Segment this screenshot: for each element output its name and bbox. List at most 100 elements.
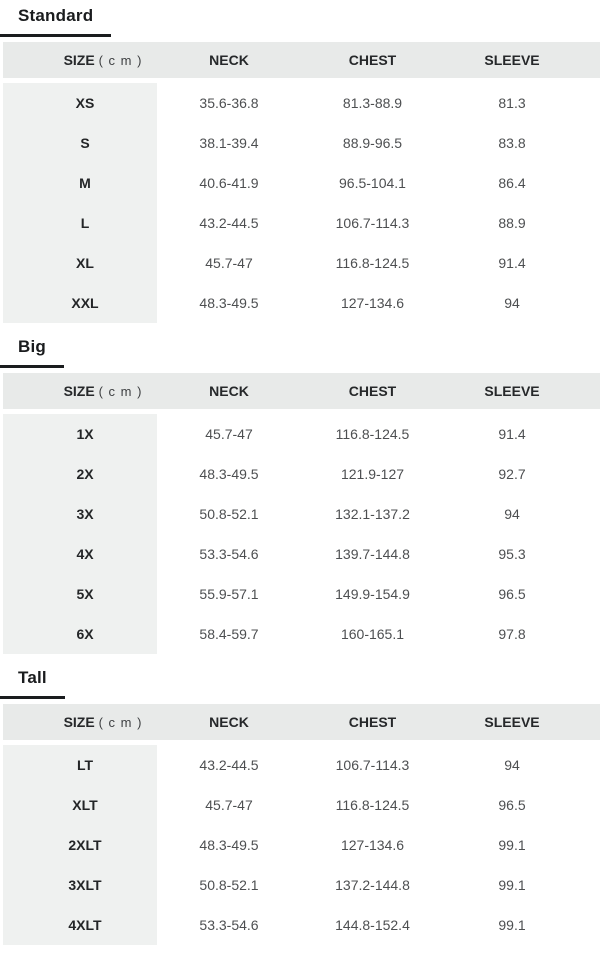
sleeve-cell: 86.4 [452,163,600,203]
table-row: 5X 55.9-57.1 149.9-154.9 96.5 [3,574,600,614]
neck-cell: 45.7-47 [157,243,305,283]
chest-cell: 139.7-144.8 [305,534,452,574]
chest-cell: 116.8-124.5 [305,414,452,454]
chest-cell: 160-165.1 [305,614,452,654]
section-title-big: Big [0,337,64,368]
sleeve-cell: 88.9 [452,203,600,243]
chest-cell: 116.8-124.5 [305,243,452,283]
size-cell: 2X [3,454,157,494]
table-row: S 38.1-39.4 88.9-96.5 83.8 [3,123,600,163]
size-unit-label: ( c m ) [98,715,143,730]
neck-cell: 53.3-54.6 [157,905,305,945]
size-section-big: Big SIZE ( c m ) NECK CHEST SLEEVE 1X 45… [0,337,600,654]
size-section-standard: Standard SIZE ( c m ) NECK CHEST SLEEVE … [0,6,600,323]
size-cell: L [3,203,157,243]
sleeve-cell: 92.7 [452,454,600,494]
column-header-neck: NECK [157,704,305,745]
size-cell: M [3,163,157,203]
table-header-row: SIZE ( c m ) NECK CHEST SLEEVE [3,373,600,414]
size-table-big: SIZE ( c m ) NECK CHEST SLEEVE 1X 45.7-4… [3,373,600,654]
table-row: 6X 58.4-59.7 160-165.1 97.8 [3,614,600,654]
chest-cell: 116.8-124.5 [305,785,452,825]
sleeve-cell: 91.4 [452,414,600,454]
neck-cell: 55.9-57.1 [157,574,305,614]
size-cell: 6X [3,614,157,654]
chest-cell: 132.1-137.2 [305,494,452,534]
section-title-tall: Tall [0,668,65,699]
table-row: XS 35.6-36.8 81.3-88.9 81.3 [3,83,600,123]
chest-cell: 106.7-114.3 [305,745,452,785]
column-header-chest: CHEST [305,373,452,414]
table-row: XL 45.7-47 116.8-124.5 91.4 [3,243,600,283]
column-header-sleeve: SLEEVE [452,373,600,414]
size-unit-label: ( c m ) [98,384,143,399]
sleeve-cell: 96.5 [452,785,600,825]
sleeve-cell: 94 [452,745,600,785]
neck-cell: 38.1-39.4 [157,123,305,163]
chest-cell: 127-134.6 [305,283,452,323]
sleeve-cell: 96.5 [452,574,600,614]
size-cell: XL [3,243,157,283]
table-row: M 40.6-41.9 96.5-104.1 86.4 [3,163,600,203]
size-section-tall: Tall SIZE ( c m ) NECK CHEST SLEEVE LT 4… [0,668,600,945]
neck-cell: 50.8-52.1 [157,494,305,534]
chest-cell: 144.8-152.4 [305,905,452,945]
neck-cell: 50.8-52.1 [157,865,305,905]
section-title-standard: Standard [0,6,112,37]
neck-cell: 40.6-41.9 [157,163,305,203]
size-table-tall: SIZE ( c m ) NECK CHEST SLEEVE LT 43.2-4… [3,704,600,945]
table-header-row: SIZE ( c m ) NECK CHEST SLEEVE [3,42,600,83]
size-label: SIZE [63,714,95,730]
table-row: 3XLT 50.8-52.1 137.2-144.8 99.1 [3,865,600,905]
table-row: 2XLT 48.3-49.5 127-134.6 99.1 [3,825,600,865]
sleeve-cell: 95.3 [452,534,600,574]
size-cell: 5X [3,574,157,614]
column-header-neck: NECK [157,42,305,83]
size-label: SIZE [63,52,95,68]
column-header-sleeve: SLEEVE [452,704,600,745]
column-header-chest: CHEST [305,42,452,83]
size-cell: S [3,123,157,163]
table-header-row: SIZE ( c m ) NECK CHEST SLEEVE [3,704,600,745]
size-cell: 3X [3,494,157,534]
neck-cell: 58.4-59.7 [157,614,305,654]
neck-cell: 48.3-49.5 [157,454,305,494]
neck-cell: 48.3-49.5 [157,283,305,323]
column-header-size: SIZE ( c m ) [3,704,157,745]
size-table-standard: SIZE ( c m ) NECK CHEST SLEEVE XS 35.6-3… [3,42,600,323]
column-header-chest: CHEST [305,704,452,745]
size-unit-label: ( c m ) [98,53,143,68]
size-label: SIZE [63,383,95,399]
neck-cell: 53.3-54.6 [157,534,305,574]
table-row: 4X 53.3-54.6 139.7-144.8 95.3 [3,534,600,574]
table-row: XXL 48.3-49.5 127-134.6 94 [3,283,600,323]
size-chart-page: Standard SIZE ( c m ) NECK CHEST SLEEVE … [0,6,600,945]
size-cell: LT [3,745,157,785]
neck-cell: 48.3-49.5 [157,825,305,865]
chest-cell: 121.9-127 [305,454,452,494]
neck-cell: 43.2-44.5 [157,203,305,243]
sleeve-cell: 99.1 [452,905,600,945]
column-header-sleeve: SLEEVE [452,42,600,83]
neck-cell: 45.7-47 [157,785,305,825]
column-header-size: SIZE ( c m ) [3,373,157,414]
sleeve-cell: 83.8 [452,123,600,163]
sleeve-cell: 91.4 [452,243,600,283]
chest-cell: 137.2-144.8 [305,865,452,905]
table-row: 2X 48.3-49.5 121.9-127 92.7 [3,454,600,494]
sleeve-cell: 99.1 [452,865,600,905]
neck-cell: 45.7-47 [157,414,305,454]
neck-cell: 43.2-44.5 [157,745,305,785]
column-header-neck: NECK [157,373,305,414]
table-row: 3X 50.8-52.1 132.1-137.2 94 [3,494,600,534]
chest-cell: 149.9-154.9 [305,574,452,614]
size-cell: 1X [3,414,157,454]
sleeve-cell: 99.1 [452,825,600,865]
chest-cell: 88.9-96.5 [305,123,452,163]
size-cell: 4X [3,534,157,574]
chest-cell: 127-134.6 [305,825,452,865]
table-row: 1X 45.7-47 116.8-124.5 91.4 [3,414,600,454]
chest-cell: 81.3-88.9 [305,83,452,123]
sleeve-cell: 94 [452,494,600,534]
table-row: 4XLT 53.3-54.6 144.8-152.4 99.1 [3,905,600,945]
